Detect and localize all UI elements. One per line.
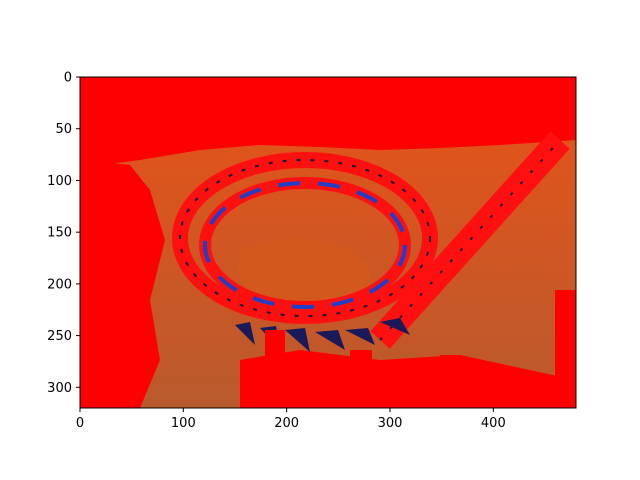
y-tick-label: 100 xyxy=(47,174,72,189)
y-axis: 0 50 100 150 200 250 300 xyxy=(47,71,80,396)
y-tick-label: 250 xyxy=(47,329,72,344)
image-inner-region xyxy=(237,237,371,317)
plot-frame xyxy=(79,76,577,409)
image-loop-ties xyxy=(179,159,431,317)
image-support-3 xyxy=(555,290,576,408)
x-tick-label: 100 xyxy=(171,416,196,431)
image-ramp-track xyxy=(370,131,570,349)
x-tick-label: 0 xyxy=(76,416,84,431)
image-loop-blue-rail xyxy=(203,181,407,309)
y-tick-label: 150 xyxy=(47,226,72,241)
x-tick-label: 400 xyxy=(481,416,506,431)
y-tick-label: 0 xyxy=(64,71,72,86)
plot-image xyxy=(80,77,576,408)
y-tick-label: 50 xyxy=(55,122,72,137)
image-ground-region xyxy=(240,350,576,408)
image-support-1 xyxy=(350,350,372,408)
image-support-2 xyxy=(440,355,458,408)
x-tick-label: 200 xyxy=(274,416,299,431)
image-support-4 xyxy=(265,330,285,408)
y-tick-label: 200 xyxy=(47,277,72,292)
image-left-red-region xyxy=(80,160,165,408)
y-tick-label: 300 xyxy=(47,381,72,396)
x-tick-label: 300 xyxy=(378,416,403,431)
x-axis: 0 100 200 300 400 xyxy=(76,408,506,431)
